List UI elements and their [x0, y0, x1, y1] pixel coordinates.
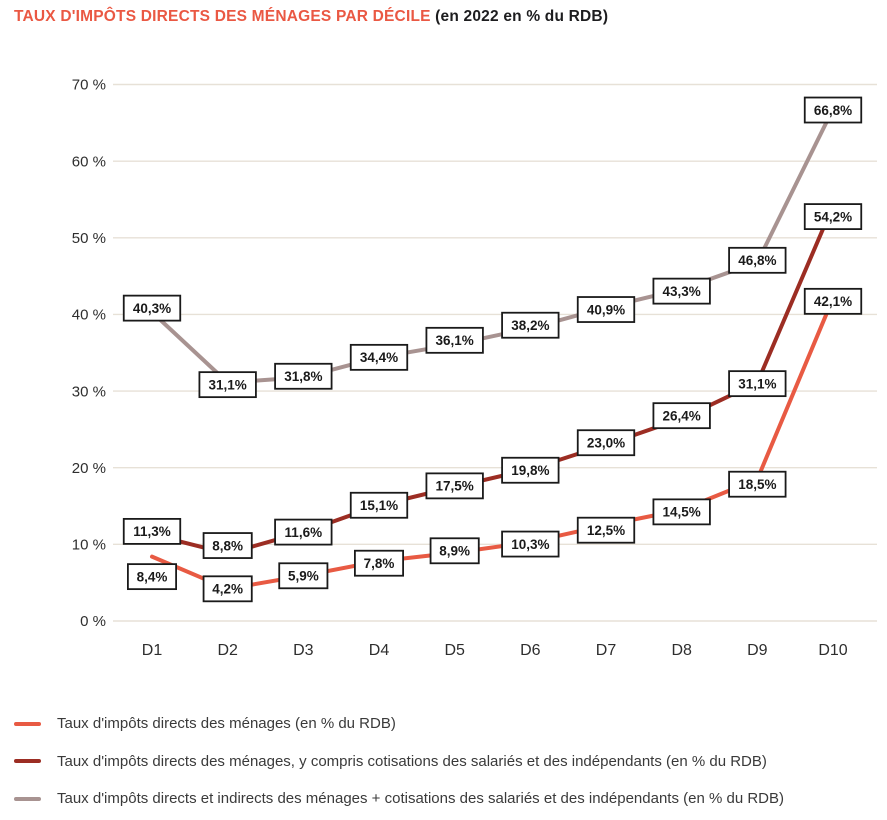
data-label-value: 54,2% [814, 209, 852, 224]
data-label-box [652, 277, 711, 305]
data-label-value: 4,2% [212, 582, 243, 597]
data-label-value: 15,1% [360, 498, 398, 513]
data-label-value: 17,5% [436, 479, 474, 494]
data-label-box [576, 429, 636, 457]
legend-label: Taux d'impôts directs des ménages, y com… [57, 752, 767, 770]
data-label-box [274, 362, 333, 390]
x-axis-tick-label: D3 [293, 642, 314, 659]
data-label-value: 34,4% [360, 350, 398, 365]
legend-label: Taux d'impôts directs et indirects des m… [57, 790, 784, 808]
data-label-box [728, 370, 787, 398]
line-chart: 70 % 60 % 50 % 40 % 30 % 20 % 10 % 0 % D1 D2 D3 D4 D… [72, 77, 877, 659]
data-label-box [652, 498, 711, 526]
x-axis-tick-label: D9 [747, 642, 768, 659]
y-axis-tick-label: 50 % [72, 230, 106, 247]
data-label-value: 18,5% [738, 477, 776, 492]
series-line-0 [150, 296, 835, 591]
data-label-value: 12,5% [587, 523, 625, 538]
legend-swatch-dark-red [14, 759, 41, 764]
series-line-2 [150, 107, 835, 385]
data-label-value: 8,4% [137, 569, 168, 584]
data-label-value: 40,3% [133, 301, 171, 316]
data-label-box [425, 472, 484, 500]
data-label-box [278, 562, 329, 590]
y-axis-tick-label: 70 % [72, 77, 106, 94]
x-axis-tick-label: D7 [596, 642, 617, 659]
data-label-box [803, 96, 863, 124]
data-label-box [349, 491, 409, 519]
data-label-value: 10,3% [511, 537, 549, 552]
data-label-box [803, 203, 863, 230]
legend-item-directs-cotisations: Taux d'impôts directs des ménages, y com… [0, 743, 887, 781]
data-label-box [202, 575, 253, 603]
data-label-box [652, 402, 711, 430]
y-axis-tick-label: 20 % [72, 460, 106, 477]
data-label-value: 26,4% [663, 408, 701, 423]
data-label-box [576, 516, 636, 544]
y-axis-tick-label: 40 % [72, 307, 106, 324]
data-label-box [202, 532, 253, 559]
data-label-value: 40,9% [587, 302, 625, 317]
legend-item-directs: Taux d'impôts directs des ménages (en % … [0, 705, 887, 743]
x-axis-tick-label: D1 [142, 642, 163, 659]
y-axis-tick-label: 10 % [72, 537, 106, 554]
x-axis-tick-label: D5 [444, 642, 465, 659]
y-axis-tick-label: 60 % [72, 153, 106, 170]
data-label-value: 31,1% [209, 377, 247, 392]
data-label-value: 8,9% [439, 544, 470, 559]
data-label-box [274, 518, 333, 546]
data-label-value: 66,8% [814, 103, 852, 118]
x-axis-tick-label: D4 [369, 642, 390, 659]
data-label-box [349, 343, 409, 371]
data-label-box [122, 517, 182, 545]
x-axis-tick-label: D2 [217, 642, 238, 659]
data-label-value: 7,8% [364, 556, 395, 571]
series-line-1 [150, 203, 835, 556]
data-label-value: 38,2% [511, 318, 549, 333]
legend-swatch-orange [14, 721, 41, 726]
title-main: TAUX D'IMPÔTS DIRECTS DES MÉNAGES PAR DÉ… [14, 8, 431, 25]
page-title: TAUX D'IMPÔTS DIRECTS DES MÉNAGES PAR DÉ… [14, 8, 608, 26]
data-label-box [501, 530, 560, 558]
legend-label: Taux d'impôts directs des ménages (en % … [57, 715, 396, 733]
data-label-value: 31,8% [284, 369, 322, 384]
data-label-box [728, 246, 787, 274]
data-label-value: 5,9% [288, 569, 319, 584]
y-axis-tick-label: 30 % [72, 383, 106, 400]
data-label-value: 43,3% [663, 284, 701, 299]
x-axis-tick-label: D8 [671, 642, 692, 659]
y-axis-tick-label: 0 % [80, 613, 106, 630]
chart-legend: Taux d'impôts directs des ménages (en % … [0, 705, 887, 818]
legend-swatch-taupe [14, 796, 41, 801]
legend-item-directs-indirects-cotisations: Taux d'impôts directs et indirects des m… [0, 780, 887, 818]
data-label-box [425, 326, 484, 354]
title-suffix: (en 2022 en % du RDB) [430, 8, 609, 25]
data-label-box [501, 456, 560, 484]
data-label-box [803, 287, 863, 315]
data-label-box [122, 294, 182, 322]
data-label-value: 8,8% [212, 538, 243, 553]
data-label-value: 14,5% [663, 505, 701, 520]
data-label-value: 46,8% [738, 253, 776, 268]
data-label-box [501, 311, 560, 339]
data-label-box [728, 470, 787, 498]
data-label-value: 19,8% [511, 463, 549, 478]
data-label-box [353, 549, 404, 577]
data-label-box [198, 371, 257, 399]
x-axis-tick-label: D10 [818, 642, 847, 659]
data-label-value: 31,1% [738, 376, 776, 391]
data-label-value: 36,1% [436, 333, 474, 348]
data-label-value: 11,6% [285, 525, 323, 540]
data-label-value: 42,1% [814, 294, 852, 309]
data-label-value: 23,0% [587, 436, 625, 451]
data-label-box [127, 563, 178, 591]
data-label-box [576, 296, 636, 323]
x-axis-tick-label: D6 [520, 642, 541, 659]
data-label-value: 11,3% [133, 524, 171, 539]
data-label-box [429, 537, 480, 565]
